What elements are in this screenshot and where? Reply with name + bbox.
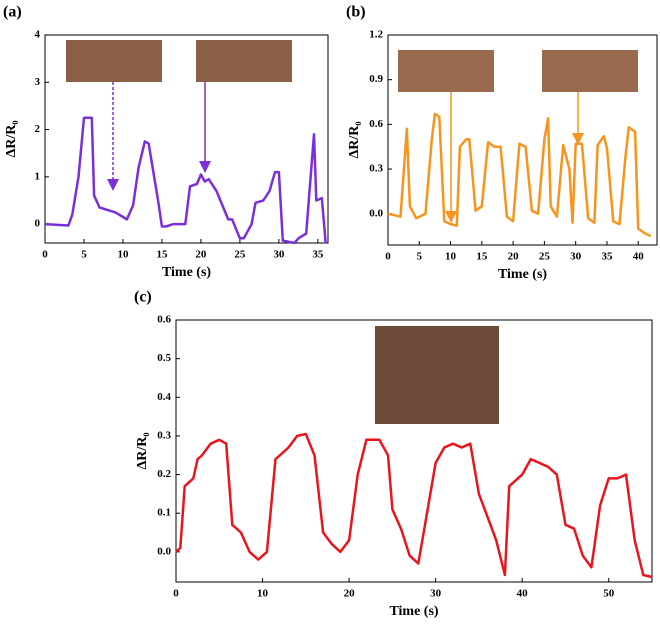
y-tick-label: 3: [35, 76, 41, 88]
y-axis-label: ΔR/R₀: [347, 121, 362, 158]
x-tick-label: 40: [517, 588, 529, 600]
y-tick-label: 0.4: [157, 391, 171, 403]
x-tick-label: 40: [633, 251, 645, 263]
x-tick-label: 50: [603, 588, 615, 600]
x-tick-label: 25: [234, 249, 246, 261]
x-tick-label: 35: [601, 251, 613, 263]
y-tick-label: 1.2: [369, 29, 383, 41]
y-axis-label: ΔR/R₀: [4, 120, 19, 157]
x-tick-label: 20: [508, 251, 520, 263]
x-tick-label: 5: [417, 251, 423, 263]
y-tick-label: 0.3: [157, 429, 171, 441]
x-tick-label: 30: [430, 588, 442, 600]
data-line: [44, 116, 327, 245]
y-tick-label: 0.1: [157, 507, 171, 519]
x-axis-label: Time (s): [162, 265, 211, 280]
y-tick-label: 0: [35, 218, 41, 230]
plot-frame: [387, 34, 658, 246]
y-tick-label: 0.6: [369, 118, 383, 130]
x-tick-label: 10: [117, 249, 129, 261]
y-tick-label: 2: [35, 123, 41, 135]
y-tick-label: 0.6: [157, 314, 171, 326]
x-tick-label: 20: [195, 249, 207, 261]
data-line: [175, 432, 653, 579]
y-tick-label: 0.0: [157, 545, 171, 557]
x-tick-label: 0: [173, 588, 179, 600]
inset-photo: [66, 40, 162, 82]
inset-photo: [196, 40, 292, 82]
x-tick-label: 0: [42, 249, 48, 261]
x-tick-label: 10: [445, 251, 457, 263]
y-tick-label: 1: [35, 170, 41, 182]
x-axis-label: Time (s): [498, 267, 547, 282]
x-tick-label: 10: [257, 588, 269, 600]
y-tick-label: 0.0: [369, 207, 383, 219]
y-tick-label: 0.3: [369, 163, 383, 175]
y-tick-label: 0.2: [157, 468, 171, 480]
data-line: [387, 112, 652, 238]
x-tick-label: 30: [273, 249, 285, 261]
x-tick-label: 5: [81, 249, 87, 261]
x-tick-label: 0: [385, 251, 391, 263]
panel-label: (b): [346, 4, 366, 21]
x-tick-label: 15: [476, 251, 488, 263]
x-tick-label: 35: [312, 249, 324, 261]
x-tick-label: 15: [156, 249, 168, 261]
plot-frame: [175, 319, 653, 583]
x-tick-label: 25: [539, 251, 551, 263]
y-axis-label: ΔR/R₀: [135, 432, 150, 469]
x-tick-label: 20: [344, 588, 356, 600]
y-tick-label: 0.5: [157, 352, 171, 364]
panel-label: (a): [3, 4, 22, 21]
plot-frame: [44, 34, 329, 244]
inset-photo: [398, 50, 494, 92]
panel-label: (c): [134, 289, 152, 306]
y-tick-label: 4: [35, 29, 41, 41]
x-axis-label: Time (s): [389, 604, 438, 619]
inset-photo: [542, 50, 638, 92]
y-tick-label: 0.9: [369, 73, 383, 85]
inset-photo: [375, 326, 499, 424]
x-tick-label: 30: [570, 251, 582, 263]
